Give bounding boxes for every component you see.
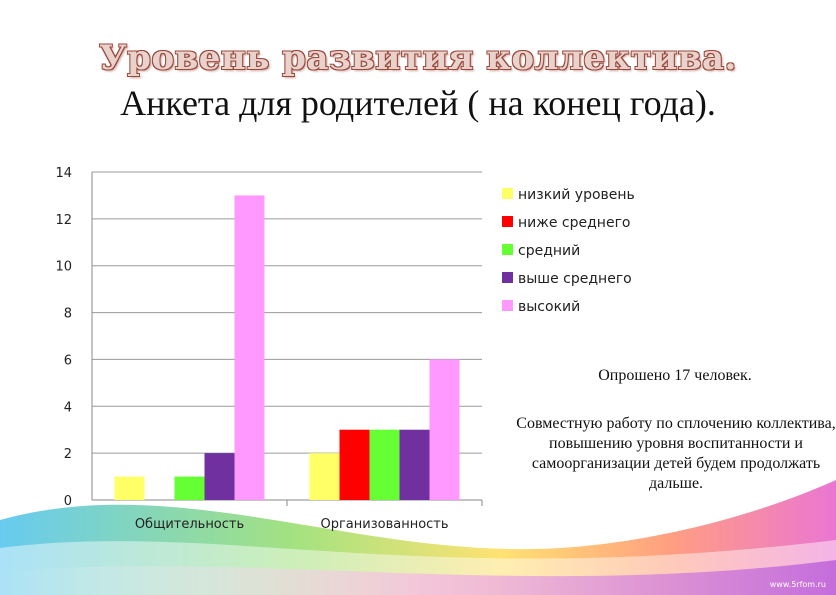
bar	[204, 453, 235, 500]
legend-label: выше среднего	[518, 271, 632, 287]
bar	[369, 429, 400, 500]
slide-title: Уровень развития коллектива.	[99, 38, 737, 78]
plan-note: Совместную работу по сплочению коллектив…	[516, 415, 836, 492]
watermark: www.5rfom.ru	[769, 580, 826, 589]
legend-swatch	[502, 272, 513, 283]
y-tick-label: 2	[64, 447, 72, 462]
legend-swatch	[502, 188, 513, 199]
y-tick-label: 14	[55, 166, 72, 181]
category-label: Общительность	[135, 517, 244, 532]
bar	[309, 453, 340, 500]
y-tick-label: 8	[64, 307, 72, 322]
legend-swatch	[502, 216, 513, 227]
legend-label: низкий уровень	[518, 187, 635, 203]
y-tick-label: 12	[55, 213, 72, 228]
legend-label: средний	[518, 243, 580, 259]
surveyed-note: Опрошено 17 человек.	[598, 367, 752, 384]
y-tick-label: 10	[55, 260, 72, 275]
bar	[234, 195, 265, 500]
bar	[114, 476, 145, 500]
bar	[399, 429, 430, 500]
legend-label: высокий	[518, 299, 580, 315]
bar	[429, 359, 460, 500]
category-label: Организованность	[320, 517, 448, 532]
slide-subtitle: Анкета для родителей ( на конец года).	[120, 83, 716, 123]
y-tick-label: 6	[64, 353, 72, 368]
bar	[339, 429, 370, 500]
legend-swatch	[502, 300, 513, 311]
bar	[174, 476, 205, 500]
legend-label: ниже среднего	[518, 215, 631, 231]
legend-swatch	[502, 244, 513, 255]
y-tick-label: 0	[64, 494, 72, 509]
y-tick-label: 4	[64, 400, 72, 415]
